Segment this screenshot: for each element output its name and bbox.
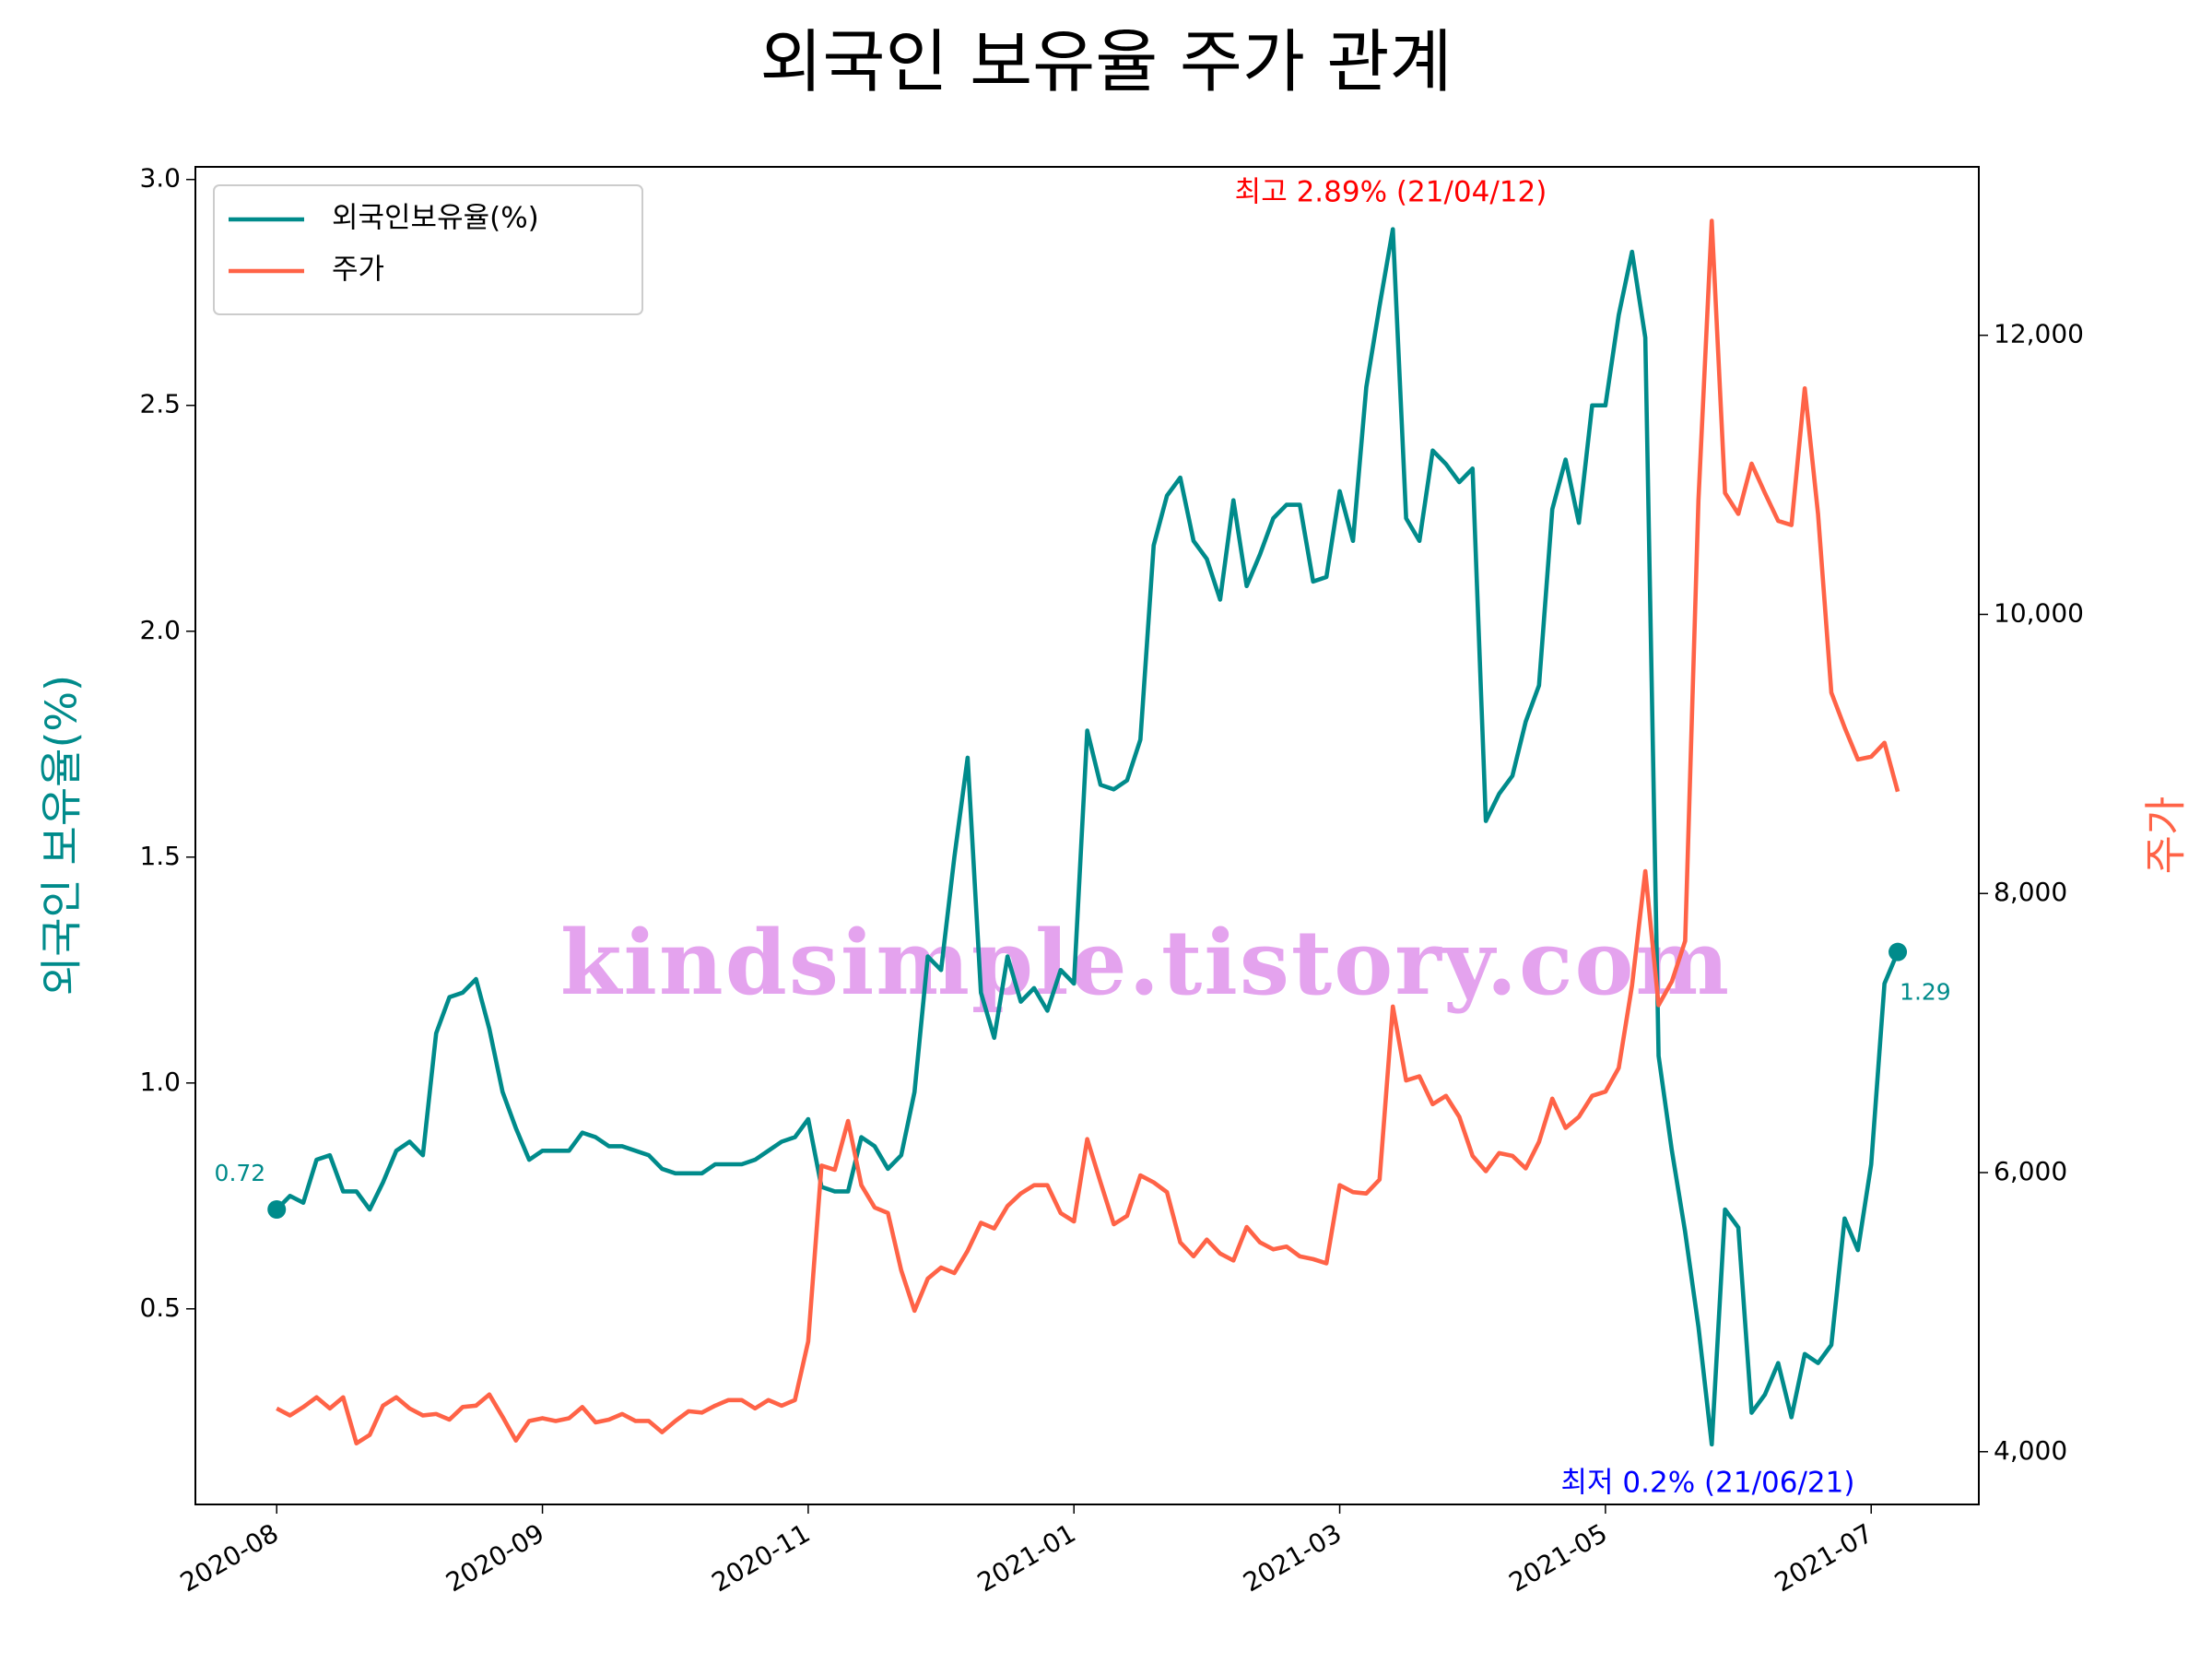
annotation: 최저 0.2% (21/06/21) bbox=[1561, 1467, 1855, 1500]
y2-tick-label: 12,000 bbox=[1994, 319, 2084, 349]
y2-tick-label: 6,000 bbox=[1994, 1156, 2067, 1186]
legend-label: 외국인보유율(%) bbox=[332, 202, 539, 235]
series-line bbox=[276, 218, 1900, 1445]
y2-axis-label: 주가 bbox=[2141, 796, 2191, 875]
y-tick-label: 3.0 bbox=[139, 163, 181, 194]
plot-frame bbox=[194, 166, 1980, 1505]
y-axis-label: 외국인 보유율(%) bbox=[37, 675, 87, 996]
start-marker bbox=[267, 1200, 287, 1220]
y2-tick-label: 10,000 bbox=[1994, 597, 2084, 628]
end-marker bbox=[1888, 942, 1908, 961]
legend-box bbox=[213, 184, 643, 315]
y-tick-label: 1.0 bbox=[139, 1067, 181, 1097]
legend-label: 주가 bbox=[332, 254, 384, 287]
y2-tick-label: 4,000 bbox=[1994, 1435, 2067, 1466]
y-tick-label: 2.5 bbox=[139, 389, 181, 419]
end-label: 1.29 bbox=[1900, 979, 1951, 1006]
y2-tick-label: 8,000 bbox=[1994, 877, 2067, 907]
chart-title: 외국인 보유율 주가 관계 bbox=[759, 23, 1452, 102]
annotation: 최고 2.89% (21/04/12) bbox=[1235, 176, 1547, 209]
start-label: 0.72 bbox=[215, 1160, 266, 1186]
y-tick-label: 0.5 bbox=[139, 1292, 181, 1323]
watermark: kindsimple.tistory.com bbox=[560, 911, 1731, 1015]
series-line bbox=[275, 227, 1900, 1447]
y-tick-label: 2.0 bbox=[139, 615, 181, 645]
y-tick-label: 1.5 bbox=[139, 841, 181, 871]
